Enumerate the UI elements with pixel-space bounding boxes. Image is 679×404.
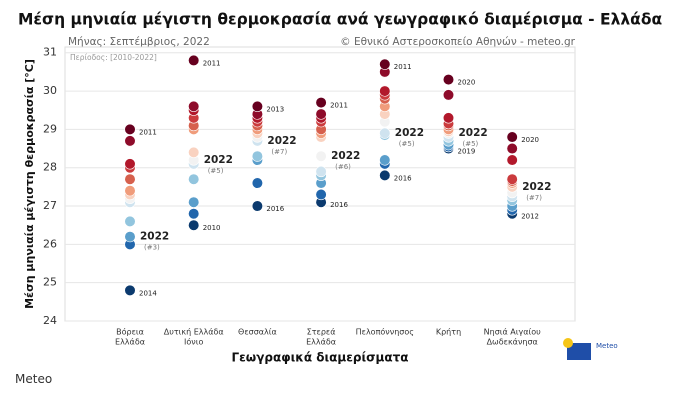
dot — [506, 131, 518, 143]
year-label: 2012 — [521, 213, 539, 221]
year-label: 2013 — [266, 105, 284, 113]
y-tick-label: 27 — [43, 199, 57, 212]
highlight-rank: (#7) — [271, 148, 287, 156]
y-tick-label: 25 — [43, 276, 57, 289]
x-tick-label: Δυτική Ελλάδα — [164, 328, 224, 337]
year-label: 2020 — [458, 79, 476, 87]
y-tick-label: 30 — [43, 84, 57, 97]
dot — [251, 100, 263, 112]
x-tick-label: Δωδεκάνησα — [487, 338, 538, 347]
chart: Μέση μηνιαία μέγιστη θερμοκρασία ανά γεω… — [18, 11, 662, 365]
year-label: 2014 — [139, 289, 157, 297]
dot — [315, 188, 327, 201]
highlight-rank: (#6) — [335, 163, 351, 171]
x-tick-label: Ελλάδα — [306, 338, 336, 347]
highlight-rank: (#5) — [208, 167, 224, 175]
chart-title: Μέση μηνιαία μέγιστη θερμοκρασία ανά γεω… — [18, 11, 662, 29]
year-label: 2011 — [330, 102, 348, 110]
x-tick-label: Νησιά Αιγαίου — [484, 328, 541, 337]
dot — [379, 169, 391, 181]
dot — [251, 150, 263, 162]
highlight-rank: (#3) — [144, 244, 160, 252]
dot — [124, 284, 136, 296]
caption: Meteo — [15, 372, 53, 386]
dot — [124, 135, 136, 147]
dot — [442, 73, 455, 86]
logo: Meteo — [563, 338, 618, 360]
dot — [506, 154, 518, 166]
year-label: 2016 — [266, 205, 284, 213]
x-tick-label: Ελλάδα — [115, 338, 145, 347]
dot — [379, 85, 391, 97]
dot — [315, 150, 327, 162]
year-label: 2016 — [330, 201, 348, 209]
year-label: 2011 — [139, 128, 157, 136]
highlight-rank: (#5) — [463, 140, 479, 148]
dot — [124, 215, 136, 227]
highlight-label: 2022 — [140, 231, 169, 243]
year-label: 2010 — [203, 224, 221, 232]
dot — [188, 196, 200, 208]
dot — [251, 200, 263, 212]
dot — [379, 154, 391, 166]
dot — [442, 89, 455, 101]
y-tick-label: 29 — [43, 122, 57, 135]
year-label: 2011 — [394, 63, 412, 71]
x-axis-title: Γεωγραφικά διαμερίσματα — [231, 351, 408, 365]
dot — [442, 112, 455, 124]
year-label: 2020 — [521, 136, 539, 144]
highlight-label: 2022 — [522, 181, 551, 193]
y-tick-label: 24 — [43, 314, 57, 327]
highlight-rank: (#5) — [399, 140, 415, 148]
dot — [379, 58, 391, 70]
year-label: 2011 — [203, 59, 221, 67]
dot — [188, 219, 200, 231]
dot — [188, 100, 200, 112]
dot — [315, 165, 327, 178]
dot — [506, 142, 518, 155]
subtitle: Μήνας: Σεπτέμβριος, 2022 — [68, 36, 210, 48]
highlight-label: 2022 — [395, 127, 424, 139]
y-tick-label: 26 — [43, 237, 57, 250]
dot — [315, 96, 327, 109]
x-tick-label: Θεσσαλία — [238, 328, 277, 337]
x-tick-label: Ιόνιο — [184, 337, 203, 347]
source: © Εθνικό Αστεροσκοπείο Αθηνών - meteo.gr — [340, 36, 576, 48]
dot — [124, 185, 136, 197]
y-axis-title: Μέση μηνιαία μέγιστη θερμοκρασία [°C] — [23, 59, 36, 309]
dot — [124, 123, 136, 135]
dot — [124, 173, 136, 185]
y-tick-label: 28 — [43, 161, 57, 174]
period: Περίοδος: [2010-2022] — [70, 53, 157, 62]
highlight-label: 2022 — [204, 154, 233, 166]
highlight-label: 2022 — [459, 127, 488, 139]
y-tick-label: 31 — [43, 46, 57, 59]
dot — [188, 146, 200, 158]
logo-text: Meteo — [596, 342, 618, 350]
dot — [124, 231, 136, 243]
x-tick-label: Βόρεια — [116, 327, 144, 337]
x-tick-label: Στερεά — [307, 328, 336, 337]
logo-box — [567, 343, 591, 360]
x-tick-label: Πελοπόννησος — [356, 327, 414, 337]
highlight-label: 2022 — [331, 150, 360, 162]
year-label: 2019 — [458, 148, 476, 156]
dot — [188, 173, 200, 185]
dot — [251, 177, 263, 189]
year-label: 2016 — [394, 174, 412, 182]
x-tick-label: Κρήτη — [436, 328, 461, 337]
logo-dot — [563, 338, 573, 348]
dot — [379, 127, 391, 139]
highlight-rank: (#7) — [526, 194, 542, 202]
dot — [124, 158, 136, 170]
dot — [506, 173, 518, 185]
dot — [188, 54, 200, 67]
highlight-label: 2022 — [267, 135, 296, 147]
dot — [188, 208, 200, 220]
dot — [315, 108, 327, 120]
